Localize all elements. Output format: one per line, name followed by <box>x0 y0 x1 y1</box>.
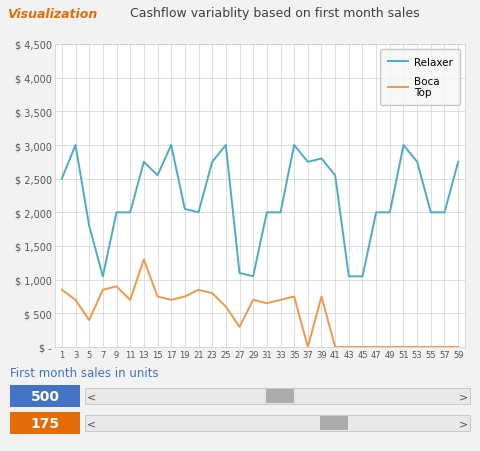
Bar <box>10 412 80 434</box>
Relaxer <box>72 143 78 148</box>
Boca
Top <box>332 345 338 350</box>
Boca
Top <box>250 298 256 303</box>
Relaxer <box>387 210 393 216</box>
Line: Boca
Top: Boca Top <box>62 260 458 347</box>
Relaxer <box>209 160 215 165</box>
Relaxer <box>59 176 65 182</box>
Bar <box>85 388 470 404</box>
Bar <box>85 415 470 431</box>
Relaxer <box>414 160 420 165</box>
Boca
Top <box>264 301 270 306</box>
Relaxer <box>360 274 365 279</box>
Relaxer <box>114 210 120 216</box>
Relaxer <box>442 210 447 216</box>
Text: >: > <box>459 391 468 401</box>
Legend: Relaxer, Boca
Top: Relaxer, Boca Top <box>380 50 460 106</box>
Boca
Top <box>414 345 420 350</box>
Boca
Top <box>319 294 324 299</box>
Boca
Top <box>387 345 393 350</box>
Boca
Top <box>277 298 283 303</box>
Relaxer <box>401 143 407 148</box>
Relaxer <box>332 173 338 179</box>
Relaxer <box>346 274 352 279</box>
Boca
Top <box>155 294 160 299</box>
Boca
Top <box>141 257 147 262</box>
Relaxer <box>264 210 270 216</box>
Boca
Top <box>168 298 174 303</box>
Text: <: < <box>86 418 96 428</box>
Relaxer <box>428 210 434 216</box>
Relaxer <box>182 207 188 212</box>
Relaxer <box>223 143 228 148</box>
Relaxer <box>456 160 461 165</box>
Relaxer <box>196 210 202 216</box>
Text: 175: 175 <box>30 416 60 430</box>
Boca
Top <box>237 324 242 330</box>
Boca
Top <box>59 287 65 293</box>
Relaxer <box>291 143 297 148</box>
Boca
Top <box>442 345 447 350</box>
Relaxer <box>319 156 324 162</box>
Relaxer <box>373 210 379 216</box>
Relaxer <box>100 274 106 279</box>
Boca
Top <box>456 345 461 350</box>
Boca
Top <box>428 345 434 350</box>
Boca
Top <box>223 304 228 310</box>
Boca
Top <box>127 298 133 303</box>
Relaxer <box>237 271 242 276</box>
Text: <: < <box>86 391 96 401</box>
Text: >: > <box>459 418 468 428</box>
Boca
Top <box>305 345 311 350</box>
Boca
Top <box>360 345 365 350</box>
Text: First month sales in units: First month sales in units <box>10 367 158 380</box>
Bar <box>320 416 348 430</box>
Boca
Top <box>209 291 215 296</box>
Text: Visualization: Visualization <box>7 8 97 20</box>
Boca
Top <box>182 294 188 299</box>
Relaxer <box>127 210 133 216</box>
Boca
Top <box>86 318 92 323</box>
Text: Cashflow variablity based on first month sales: Cashflow variablity based on first month… <box>130 8 420 20</box>
Boca
Top <box>196 287 202 293</box>
Relaxer <box>305 160 311 165</box>
Boca
Top <box>72 298 78 303</box>
Relaxer <box>277 210 283 216</box>
Line: Relaxer: Relaxer <box>62 146 458 276</box>
Text: 500: 500 <box>31 389 60 403</box>
Boca
Top <box>373 345 379 350</box>
Boca
Top <box>114 284 120 290</box>
Relaxer <box>86 224 92 229</box>
Bar <box>10 385 80 407</box>
Relaxer <box>250 274 256 279</box>
Relaxer <box>155 173 160 179</box>
Relaxer <box>168 143 174 148</box>
Bar <box>265 389 293 403</box>
Boca
Top <box>346 345 352 350</box>
Relaxer <box>141 160 147 165</box>
Boca
Top <box>401 345 407 350</box>
Boca
Top <box>100 287 106 293</box>
Boca
Top <box>291 294 297 299</box>
